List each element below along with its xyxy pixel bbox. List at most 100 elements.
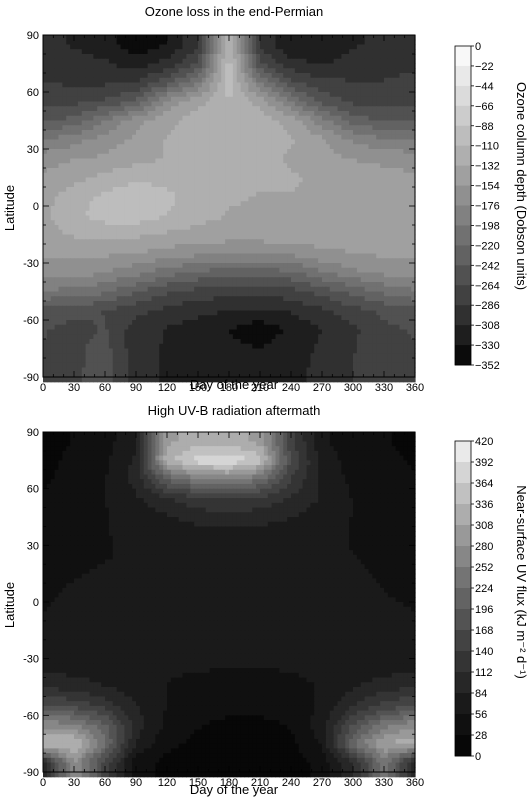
contour-cell (244, 187, 249, 193)
contour-cell (221, 253, 226, 259)
contour-cell (43, 244, 48, 250)
contour-cell (74, 134, 79, 141)
contour-cell (194, 49, 199, 55)
contour-cell (275, 96, 280, 103)
contour-cell (217, 253, 222, 259)
contour-cell (209, 158, 215, 164)
contour-cell (236, 77, 242, 84)
contour-cell (97, 130, 102, 136)
contour-cell (252, 210, 257, 217)
contour-cell (213, 220, 218, 226)
contour-cell (360, 63, 366, 69)
contour-cell (248, 168, 253, 174)
contour-cell (194, 220, 199, 226)
contour-cell (411, 177, 416, 183)
contour-cell (275, 201, 280, 207)
contour-cell (302, 144, 308, 150)
contour-cell (221, 149, 226, 155)
contour-cell (182, 177, 187, 183)
contour-cell (302, 191, 308, 198)
contour-cell (136, 177, 141, 183)
contour-cell (54, 101, 60, 107)
contour-cell (306, 144, 311, 150)
contour-cell (337, 120, 342, 126)
contour-cell (275, 106, 280, 112)
contour-cell (155, 39, 160, 46)
contour-cell (232, 163, 238, 169)
contour-cell (291, 239, 296, 245)
contour-cell (209, 248, 215, 255)
contour-cell (302, 163, 308, 169)
contour-cell (302, 134, 308, 141)
contour-cell (124, 206, 129, 212)
contour-cell (387, 191, 393, 198)
contour-cell (159, 267, 164, 274)
contour-cell (74, 39, 79, 46)
contour-cell (341, 215, 346, 221)
contour-cell (132, 239, 137, 245)
contour-cell (155, 77, 160, 84)
contour-cell (178, 54, 184, 60)
contour-cell (267, 234, 273, 240)
contour-cell (77, 158, 83, 164)
contour-cell (62, 39, 67, 46)
contour-cell (147, 277, 153, 283)
contour-cell (232, 68, 238, 74)
contour-cell (263, 35, 269, 41)
contour-cell (101, 39, 106, 46)
contour-cell (391, 58, 397, 65)
contour-cell (58, 258, 63, 264)
contour-cell (85, 115, 91, 122)
contour-cell (387, 96, 393, 103)
contour-cell (395, 258, 401, 264)
contour-cell (155, 206, 160, 212)
contour-cell (85, 168, 91, 174)
contour-cell (43, 130, 48, 136)
contour-cell (85, 63, 91, 69)
contour-cell (163, 35, 168, 41)
contour-cell (108, 229, 114, 236)
contour-cell (275, 92, 280, 98)
contour-cell (271, 272, 277, 278)
contour-cell (66, 44, 71, 50)
contour-cell (116, 134, 122, 141)
contour-cell (89, 267, 94, 274)
contour-cell (43, 201, 48, 207)
contour-cell (163, 92, 168, 98)
contour-cell (384, 258, 389, 264)
contour-cell (159, 54, 164, 60)
contour-cell (376, 277, 381, 283)
contour-cell (77, 248, 83, 255)
contour-cell (124, 87, 129, 93)
contour-cell (217, 187, 222, 193)
contour-cell (66, 210, 71, 217)
contour-cell (333, 82, 339, 88)
contour-cell (380, 49, 385, 55)
contour-cell (263, 111, 269, 117)
contour-cell (198, 63, 203, 69)
contour-cell (356, 234, 362, 240)
contour-cell (50, 153, 56, 160)
contour-cell (329, 73, 335, 79)
contour-cell (325, 168, 331, 174)
contour-cell (178, 263, 184, 269)
contour-cell (46, 191, 52, 198)
contour-cell (345, 258, 350, 264)
contour-cell (62, 187, 67, 193)
contour-cell (333, 77, 339, 84)
contour-cell (376, 139, 381, 145)
contour-cell (267, 206, 273, 212)
contour-cell (291, 267, 296, 274)
contour-cell (314, 63, 319, 69)
contour-cell (356, 191, 362, 198)
contour-cell (283, 130, 288, 136)
contour-cell (77, 101, 83, 107)
contour-cell (302, 263, 308, 269)
contour-cell (229, 106, 234, 112)
contour-cell (198, 272, 203, 278)
contour-cell (167, 158, 172, 164)
contour-cell (411, 39, 416, 46)
contour-cell (178, 248, 184, 255)
contour-cell (260, 225, 265, 231)
contour-cell (411, 210, 416, 217)
